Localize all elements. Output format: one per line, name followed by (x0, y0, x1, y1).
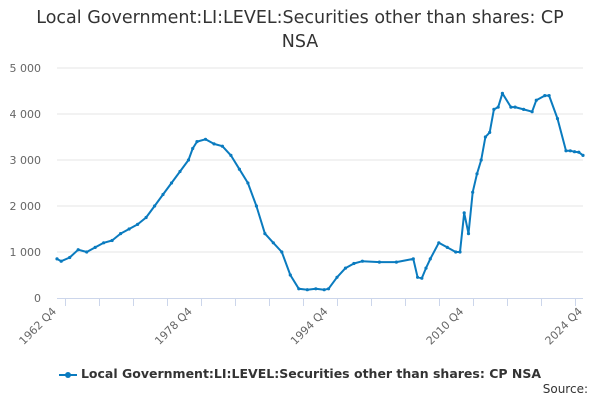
y-tick-label: 2 000 (10, 200, 42, 213)
y-tick-label: 3 000 (10, 154, 42, 167)
data-point (246, 181, 250, 185)
data-point (568, 149, 572, 153)
data-point (437, 241, 441, 245)
data-point (127, 227, 131, 231)
y-tick-label: 0 (34, 292, 41, 305)
data-point (513, 105, 517, 109)
data-point (564, 149, 568, 153)
series-layer (55, 91, 585, 292)
data-point (237, 167, 241, 171)
data-point (479, 158, 483, 162)
data-point (420, 276, 424, 280)
data-point (55, 257, 59, 261)
y-tick-label: 1 000 (10, 246, 42, 259)
data-point (229, 153, 233, 157)
data-point (169, 181, 174, 185)
data-point (212, 142, 216, 146)
data-point (110, 238, 114, 243)
data-point (581, 153, 585, 157)
data-point (572, 150, 577, 154)
data-point (85, 250, 89, 254)
data-point (186, 158, 191, 162)
data-point (424, 266, 428, 270)
data-point (411, 257, 415, 261)
data-point (352, 261, 356, 266)
data-point (488, 130, 492, 134)
data-point (471, 190, 475, 194)
data-point (509, 105, 513, 109)
data-point (136, 222, 140, 226)
data-point (263, 232, 267, 236)
y-axis: 0 1 000 2 000 3 000 4 000 5 000 (10, 62, 42, 305)
grid-lines (57, 67, 583, 253)
data-point (428, 257, 432, 261)
data-point (119, 232, 123, 236)
data-point (153, 204, 157, 208)
y-tick-label: 5 000 (10, 62, 42, 75)
series-line (56, 92, 584, 291)
x-tick-label: 1962 Q4 (17, 305, 60, 348)
data-point (343, 266, 348, 270)
data-point (522, 107, 526, 111)
data-point (191, 146, 195, 151)
data-point (483, 135, 487, 139)
data-point (93, 245, 97, 249)
x-tick-label: 1994 Q4 (288, 305, 331, 348)
data-point (195, 140, 199, 144)
x-axis: 1962 Q4 1978 Q4 1994 Q4 2010 Q4 2024 Q4 (17, 298, 586, 348)
data-point (314, 287, 318, 291)
chart-title-line-2: NSA (281, 32, 319, 52)
data-point (297, 287, 301, 291)
data-point (178, 169, 182, 174)
data-point (305, 288, 309, 292)
data-point (492, 107, 496, 111)
data-point (555, 117, 560, 121)
data-point (76, 248, 80, 252)
data-point (203, 137, 208, 141)
data-point (496, 105, 500, 109)
data-point (360, 259, 364, 263)
data-point (534, 98, 538, 102)
data-point (458, 250, 462, 254)
data-point (394, 260, 398, 264)
data-point (577, 150, 581, 154)
data-point (254, 204, 258, 208)
data-point (59, 259, 63, 263)
data-point (280, 250, 284, 254)
x-tick-label: 2024 Q4 (543, 305, 586, 348)
data-point (144, 215, 148, 220)
data-point (416, 275, 420, 279)
chart-title-line-1: Local Government:LI:LEVEL:Securities oth… (36, 8, 564, 28)
data-point (326, 287, 331, 291)
source-credit[interactable]: Source: (542, 382, 588, 396)
data-point (475, 172, 479, 176)
legend-swatch-icon (58, 370, 77, 380)
legend-label: Local Government:LI:LEVEL:Securities oth… (80, 366, 542, 381)
data-point (102, 241, 106, 245)
data-point (445, 245, 449, 249)
data-point (271, 241, 275, 245)
data-point (322, 288, 326, 292)
data-point (377, 260, 381, 264)
data-point (543, 94, 547, 98)
data-point (335, 275, 339, 279)
chart-title: Local Government:LI:LEVEL:Securities oth… (0, 6, 600, 54)
legend[interactable]: Local Government:LI:LEVEL:Securities oth… (0, 366, 600, 381)
y-tick-label: 4 000 (10, 108, 42, 121)
data-point (161, 192, 165, 197)
data-point (547, 94, 551, 98)
data-point (288, 273, 292, 277)
data-point (462, 211, 466, 215)
x-tick-label: 2010 Q4 (424, 305, 467, 348)
data-point (530, 110, 534, 114)
data-point (68, 255, 72, 260)
x-tick-label: 1978 Q4 (152, 305, 195, 348)
data-point (454, 250, 458, 254)
data-point (500, 91, 504, 95)
data-point (220, 144, 224, 148)
data-point (466, 232, 471, 236)
